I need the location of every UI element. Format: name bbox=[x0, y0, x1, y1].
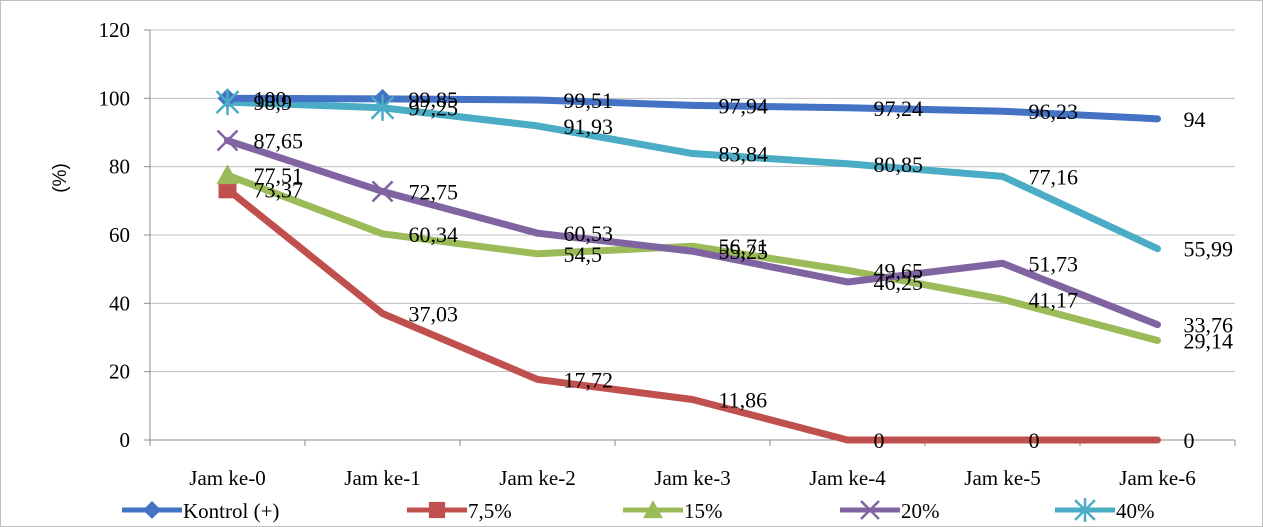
data-label: 72,75 bbox=[409, 179, 459, 204]
data-label: 87,65 bbox=[254, 129, 304, 154]
data-label: 56,71 bbox=[719, 234, 769, 259]
data-label: 97,24 bbox=[874, 96, 924, 121]
x-axis-ticks: Jam ke-0 Jam ke-1 Jam ke-2 Jam ke-3 Jam ke-4… bbox=[189, 466, 1195, 490]
data-label: 94 bbox=[1184, 107, 1206, 132]
y-tick-label: 120 bbox=[99, 18, 131, 42]
data-label: 96,23 bbox=[1029, 99, 1079, 124]
marker-star bbox=[1074, 498, 1096, 522]
legend-label: 40% bbox=[1116, 499, 1155, 523]
marker-x bbox=[216, 129, 239, 152]
legend-label: 7,5% bbox=[468, 499, 512, 523]
series-markers bbox=[215, 88, 395, 203]
marker-x bbox=[860, 500, 880, 520]
y-axis-ticks: 0 20 40 60 80 100 120 bbox=[99, 18, 131, 452]
marker-square bbox=[428, 501, 446, 519]
data-label: 99,51 bbox=[564, 88, 614, 113]
data-label: 49,65 bbox=[874, 258, 924, 283]
marker-square bbox=[218, 180, 237, 199]
legend-label: 20% bbox=[901, 499, 940, 523]
data-label: 0 bbox=[1029, 428, 1040, 453]
y-tick-label: 0 bbox=[120, 428, 131, 452]
data-label: 11,86 bbox=[719, 387, 768, 412]
series-lines bbox=[224, 94, 1161, 444]
x-tick-label: Jam ke-5 bbox=[964, 466, 1040, 490]
x-tick-label: Jam ke-3 bbox=[654, 466, 730, 490]
data-label: 97,94 bbox=[719, 93, 769, 118]
data-label: 83,84 bbox=[719, 142, 769, 167]
marker-x bbox=[371, 180, 394, 203]
marker-diamond bbox=[143, 501, 161, 519]
data-label: 41,17 bbox=[1029, 287, 1079, 312]
gridlines bbox=[144, 29, 1236, 446]
data-label: 77,51 bbox=[254, 163, 304, 188]
data-label: 51,73 bbox=[1029, 251, 1079, 276]
data-label: 54,5 bbox=[564, 242, 603, 267]
legend: Kontrol (+) 7,5% 15% 20% 40% bbox=[122, 498, 1155, 523]
data-label: 46,25 bbox=[874, 270, 924, 295]
x-tick-label: Jam ke-0 bbox=[189, 466, 265, 490]
legend-label: Kontrol (+) bbox=[183, 499, 279, 523]
x-tick-label: Jam ke-6 bbox=[1119, 466, 1195, 490]
data-label: 100 bbox=[254, 86, 287, 111]
x-tick-label: Jam ke-1 bbox=[344, 466, 420, 490]
legend-label: 15% bbox=[684, 499, 723, 523]
data-label: 17,72 bbox=[564, 367, 614, 392]
data-label: 0 bbox=[1184, 428, 1195, 453]
data-label: 91,93 bbox=[564, 114, 614, 139]
data-labels: 100 99,85 99,51 97,94 97,24 96,23 94 73,37 37,03… bbox=[254, 86, 1234, 453]
data-label: 73,37 bbox=[254, 177, 304, 202]
data-label: 77,16 bbox=[1029, 164, 1079, 189]
data-label: 80,85 bbox=[874, 152, 924, 177]
data-label: 37,03 bbox=[409, 301, 459, 326]
y-tick-label: 40 bbox=[109, 291, 130, 315]
y-tick-label: 60 bbox=[109, 223, 130, 247]
series-line bbox=[224, 171, 1161, 344]
data-label: 33,76 bbox=[1184, 313, 1234, 338]
data-label: 60,53 bbox=[564, 221, 614, 246]
marker-star bbox=[370, 94, 395, 121]
series-line bbox=[224, 185, 1161, 444]
data-label: 60,34 bbox=[409, 222, 459, 247]
x-tick-label: Jam ke-2 bbox=[499, 466, 575, 490]
marker-star bbox=[215, 88, 240, 116]
marker-triangle bbox=[216, 164, 239, 185]
y-tick-label: 100 bbox=[99, 86, 131, 110]
y-tick-label: 80 bbox=[109, 155, 130, 179]
marker-triangle bbox=[643, 500, 663, 519]
data-label: 97,25 bbox=[409, 96, 459, 121]
data-label: 55,99 bbox=[1184, 237, 1234, 262]
data-label: 98,9 bbox=[254, 90, 293, 115]
data-label: 55,25 bbox=[719, 239, 769, 264]
x-tick-label: Jam ke-4 bbox=[809, 466, 886, 490]
data-label: 0 bbox=[874, 428, 885, 453]
y-tick-label: 20 bbox=[109, 360, 130, 384]
y-axis-label: (%) bbox=[50, 163, 71, 193]
data-label: 99,85 bbox=[409, 87, 459, 112]
data-label: 29,14 bbox=[1184, 328, 1234, 353]
